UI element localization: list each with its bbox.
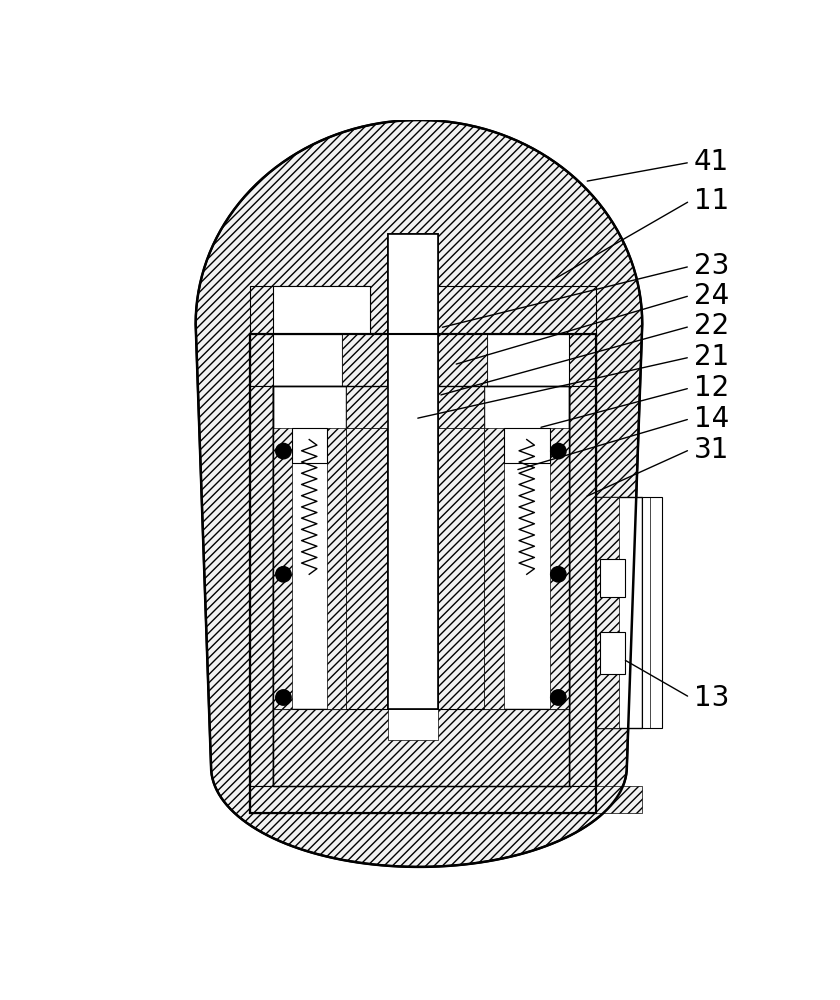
Bar (431, 286, 596, 334)
Circle shape (551, 567, 566, 582)
Circle shape (551, 690, 566, 705)
Bar (504, 428, 550, 463)
Bar (273, 386, 570, 786)
Polygon shape (196, 120, 643, 867)
Bar (431, 334, 486, 386)
Bar (346, 428, 388, 709)
Bar (327, 428, 346, 709)
Bar (438, 428, 485, 709)
Text: 22: 22 (694, 312, 729, 340)
Bar (273, 286, 370, 334)
Bar (570, 386, 596, 786)
Bar (485, 428, 504, 709)
Text: 13: 13 (694, 684, 729, 712)
Circle shape (551, 443, 566, 459)
Bar (273, 428, 292, 709)
Text: 21: 21 (694, 343, 729, 371)
Bar (273, 709, 570, 786)
Text: 31: 31 (694, 436, 729, 464)
Bar (388, 234, 431, 334)
Text: 41: 41 (694, 148, 729, 176)
Bar (600, 559, 625, 597)
Bar (273, 386, 570, 786)
Bar (249, 334, 596, 813)
Bar (388, 709, 438, 740)
Bar (438, 386, 485, 428)
Bar (596, 786, 643, 813)
Bar (273, 336, 342, 386)
Circle shape (276, 567, 291, 582)
Circle shape (276, 690, 291, 705)
Bar (342, 334, 388, 386)
Bar (388, 234, 438, 709)
Text: 12: 12 (694, 374, 729, 402)
Text: 24: 24 (694, 282, 729, 310)
Bar (485, 386, 570, 709)
Bar (249, 334, 596, 813)
Bar (249, 386, 273, 786)
Bar (596, 497, 643, 728)
Bar (388, 234, 438, 709)
Bar (346, 386, 388, 428)
Bar (249, 786, 596, 813)
Bar (273, 334, 342, 386)
Text: 23: 23 (694, 252, 729, 280)
Bar (550, 428, 570, 709)
Text: 11: 11 (694, 187, 729, 215)
Bar (643, 497, 662, 728)
Bar (273, 386, 346, 424)
Bar (292, 428, 327, 463)
Bar (249, 334, 596, 386)
Bar (249, 334, 596, 813)
Circle shape (276, 443, 291, 459)
Bar (249, 286, 370, 334)
Bar (600, 632, 625, 674)
Bar (486, 334, 570, 386)
Text: 14: 14 (694, 405, 729, 433)
Bar (596, 497, 619, 728)
Bar (273, 386, 346, 709)
